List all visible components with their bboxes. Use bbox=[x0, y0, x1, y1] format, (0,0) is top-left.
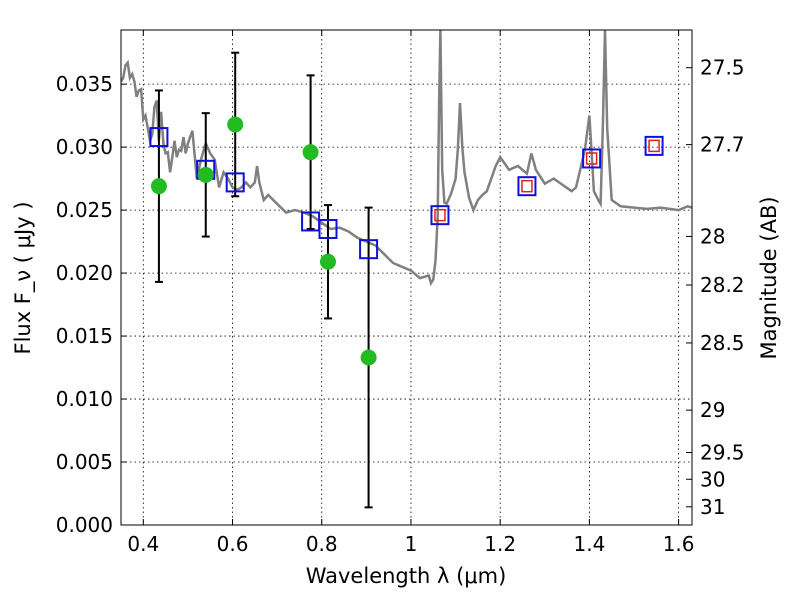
model-square-inner bbox=[434, 208, 446, 222]
right-tick-label: 28.2 bbox=[700, 273, 745, 297]
y-tick-label: 0.005 bbox=[56, 450, 113, 474]
tick-labels: 0.4 0.6 0.8 1 1.2 1.4 1.6 0.000 0.005 0.010 0.015 0… bbox=[56, 56, 745, 556]
grid bbox=[121, 30, 692, 526]
model-square bbox=[644, 135, 664, 156]
model-square-inner bbox=[585, 152, 598, 165]
model-square bbox=[318, 219, 338, 240]
right-tick-label: 28.5 bbox=[700, 331, 745, 355]
y-tick-label: 0.020 bbox=[56, 261, 113, 285]
spectrum-line bbox=[121, 30, 692, 287]
x-tick-label: 0.6 bbox=[217, 532, 249, 556]
right-tick-label: 27.7 bbox=[700, 133, 745, 157]
y-tick-label: 0.035 bbox=[56, 72, 113, 96]
observed-point bbox=[360, 349, 377, 366]
right-tick-label: 31 bbox=[700, 495, 725, 519]
model-square-inner bbox=[648, 139, 660, 153]
right-tick-label: 28 bbox=[700, 224, 725, 248]
observed-point bbox=[197, 166, 214, 183]
y-tick-label: 0.000 bbox=[56, 513, 113, 537]
model-square bbox=[582, 148, 602, 169]
x-tick-label: 1.2 bbox=[484, 532, 516, 556]
x-tick-label: 1.4 bbox=[573, 532, 605, 556]
x-tick-label: 0.4 bbox=[127, 532, 159, 556]
right-axis-label: Magnitude (AB) bbox=[757, 196, 781, 359]
plot-frame bbox=[120, 29, 693, 526]
ticks bbox=[121, 30, 692, 526]
right-tick-label: 30 bbox=[700, 467, 725, 491]
y-tick-label: 0.015 bbox=[56, 324, 113, 348]
model-square bbox=[517, 176, 537, 197]
observed-point bbox=[319, 253, 336, 270]
spectrum-layer bbox=[121, 30, 692, 287]
model-square bbox=[359, 239, 379, 260]
model-square bbox=[225, 172, 245, 193]
right-tick-label: 27.5 bbox=[700, 56, 745, 80]
x-axis-label: Wavelength λ (μm) bbox=[306, 564, 507, 588]
observed-point bbox=[150, 178, 167, 195]
observed-points-layer bbox=[150, 116, 377, 366]
y-axis-label: Flux F_ν ( μJy ) bbox=[11, 201, 36, 354]
x-tick-label: 1.6 bbox=[663, 532, 695, 556]
y-tick-label: 0.025 bbox=[56, 198, 113, 222]
x-tick-label: 0.8 bbox=[306, 532, 338, 556]
model-square-inner bbox=[521, 179, 533, 193]
x-tick-label: 1 bbox=[405, 532, 418, 556]
y-tick-label: 0.030 bbox=[56, 135, 113, 159]
model-square bbox=[430, 205, 450, 226]
observed-point bbox=[227, 116, 244, 133]
model-square bbox=[149, 127, 169, 148]
observed-point bbox=[302, 144, 319, 161]
y-tick-label: 0.010 bbox=[56, 387, 113, 411]
right-tick-label: 29.5 bbox=[700, 441, 745, 465]
right-tick-label: 29 bbox=[700, 398, 725, 422]
